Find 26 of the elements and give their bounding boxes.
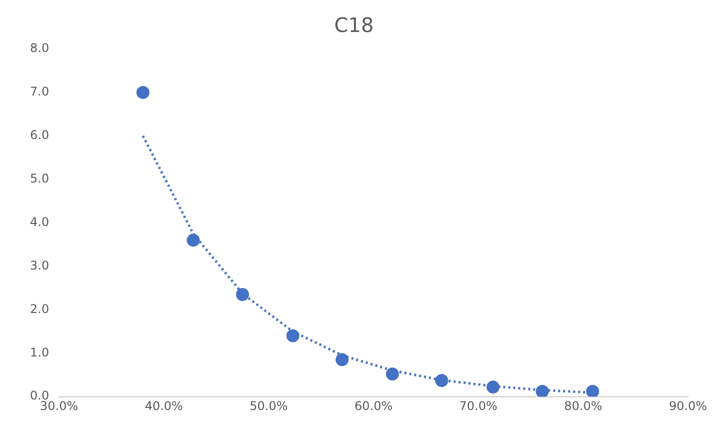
y-tick-label: 6.0 — [30, 128, 50, 142]
point — [336, 353, 349, 366]
x-tick-label: 30.0% — [40, 398, 78, 413]
x-tick-label: 40.0% — [144, 398, 183, 413]
point — [386, 368, 399, 381]
y-tick-label: 1.0 — [30, 345, 50, 360]
x-tick-label: 50.0% — [250, 398, 288, 413]
y-tick-label: 5.0 — [30, 171, 50, 186]
x-tick-label: 60.0% — [354, 398, 393, 413]
point — [286, 329, 300, 342]
y-tick-label: 8.0 — [30, 41, 50, 56]
point — [186, 234, 200, 247]
y-tick-label: 7.0 — [30, 84, 50, 99]
x-tick-label: 90.0% — [668, 398, 708, 413]
point — [586, 384, 600, 397]
x-tick-label: 70.0% — [459, 398, 498, 413]
y-tick-label: 3.0 — [30, 258, 50, 272]
point — [136, 86, 150, 99]
point — [536, 384, 549, 397]
y-tick-label: 2.0 — [30, 302, 50, 316]
y-tick-label: 4.0 — [30, 214, 50, 229]
x-tick-label: 80.0% — [564, 398, 602, 413]
point — [236, 288, 250, 301]
chart-title: C18 — [334, 13, 374, 38]
point — [435, 374, 448, 388]
point — [486, 380, 500, 394]
